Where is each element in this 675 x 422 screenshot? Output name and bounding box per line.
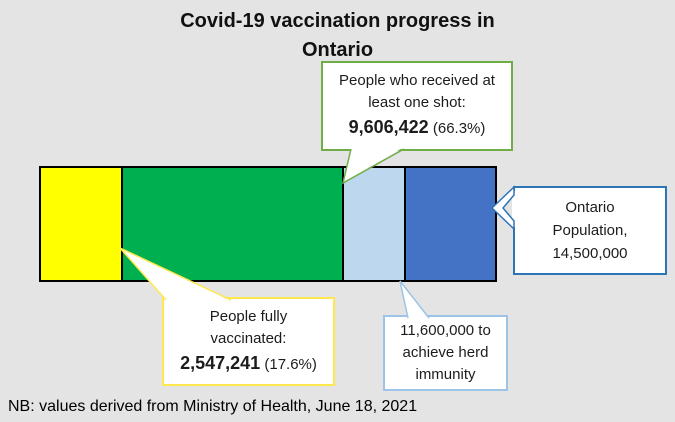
- bar-segment-3: [341, 168, 405, 280]
- callout-fully-vaccinated: People fully vaccinated: 2,547,241 (17.6…: [162, 297, 335, 386]
- callout-one-shot-value-line: 9,606,422 (66.3%): [349, 114, 486, 142]
- stacked-bar: [39, 166, 497, 282]
- callout-fully-line1: People fully: [209, 307, 288, 325]
- callout-one-shot-line2: least one shot:: [368, 94, 466, 111]
- callout-fully-line2: vaccinated:: [210, 329, 287, 347]
- callout-fully-value-line: 2,547,241 (17.6%): [180, 350, 317, 378]
- callout-one-shot: People who received at least one shot: 9…: [321, 61, 513, 151]
- chart-title: Covid-19 vaccination progress in Ontario: [0, 7, 675, 65]
- footnote: NB: values derived from Ministry of Heal…: [8, 398, 418, 415]
- callout-herd-line1: 11,600,000 to: [400, 322, 491, 339]
- callout-herd-line3: immunity: [415, 366, 476, 383]
- callout-herd-line2: achieve herd: [402, 344, 489, 361]
- one-shot-percent: (66.3%): [428, 120, 486, 137]
- herd-tail: [400, 281, 429, 319]
- bar-segment-2: [120, 168, 342, 280]
- callout-pop-line1: Ontario: [565, 199, 615, 216]
- one-shot-value: 9,606,422: [348, 117, 429, 137]
- fully-value: 2,547,241: [180, 352, 261, 373]
- callout-pop-line3: 14,500,000: [552, 245, 628, 262]
- callout-herd-immunity: 11,600,000 to achieve herd immunity: [383, 315, 508, 391]
- bar-segment-4: [404, 168, 495, 280]
- herd-tail-edge: [399, 280, 430, 319]
- callout-one-shot-line1: People who received at: [339, 72, 495, 89]
- fully-percent: (17.6%): [260, 355, 317, 373]
- bar-segment-1: [41, 168, 121, 280]
- callout-pop-line2: Population,: [552, 222, 628, 239]
- chart-title-line2: Ontario: [301, 39, 374, 61]
- callout-ontario-population: Ontario Population, 14,500,000: [513, 186, 667, 275]
- chart-title-line1: Covid-19 vaccination progress in: [180, 10, 495, 32]
